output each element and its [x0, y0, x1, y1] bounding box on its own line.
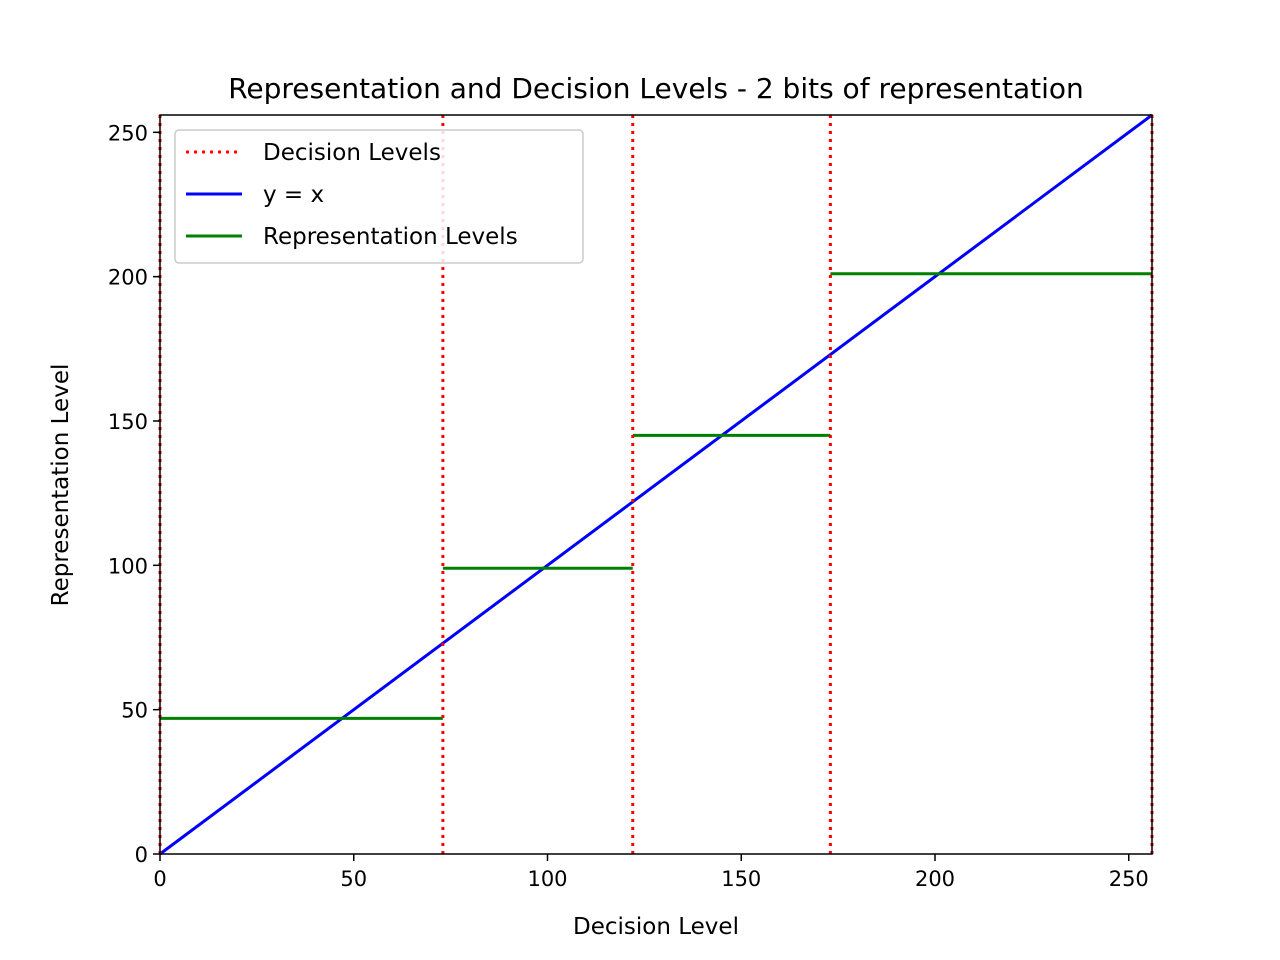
y-tick-label-100: 100 — [108, 554, 148, 578]
y-tick-label-50: 50 — [121, 699, 148, 723]
y-tick-label-0: 0 — [135, 843, 148, 867]
x-axis-title: Decision Level — [573, 914, 739, 940]
x-tick-label-50: 50 — [340, 867, 367, 891]
legend-box — [174, 129, 584, 264]
x-tick-label-200: 200 — [915, 867, 955, 891]
legend-label-2: Representation Levels — [263, 224, 518, 250]
x-tick-label-100: 100 — [527, 867, 567, 891]
x-tick-label-150: 150 — [721, 867, 761, 891]
identity-line — [159, 113, 1153, 856]
y-axis-title: Representation Level — [48, 364, 74, 607]
axes: 0 50 100 150 200 250 0 50 100 150 200 250 — [108, 114, 1153, 891]
y-tick-label-150: 150 — [108, 410, 148, 434]
x-tick-label-250: 250 — [1109, 867, 1149, 891]
chart-title: Representation and Decision Levels - 2 b… — [228, 72, 1084, 105]
legend-label-0: Decision Levels — [263, 140, 441, 166]
legend: Decision Levels y = x Representation Level… — [174, 129, 584, 264]
axes-frame — [159, 114, 1153, 855]
x-tick-label-0: 0 — [153, 867, 166, 891]
y-tick-label-200: 200 — [108, 266, 148, 290]
legend-label-1: y = x — [263, 182, 324, 208]
y-tick-label-250: 250 — [108, 121, 148, 145]
